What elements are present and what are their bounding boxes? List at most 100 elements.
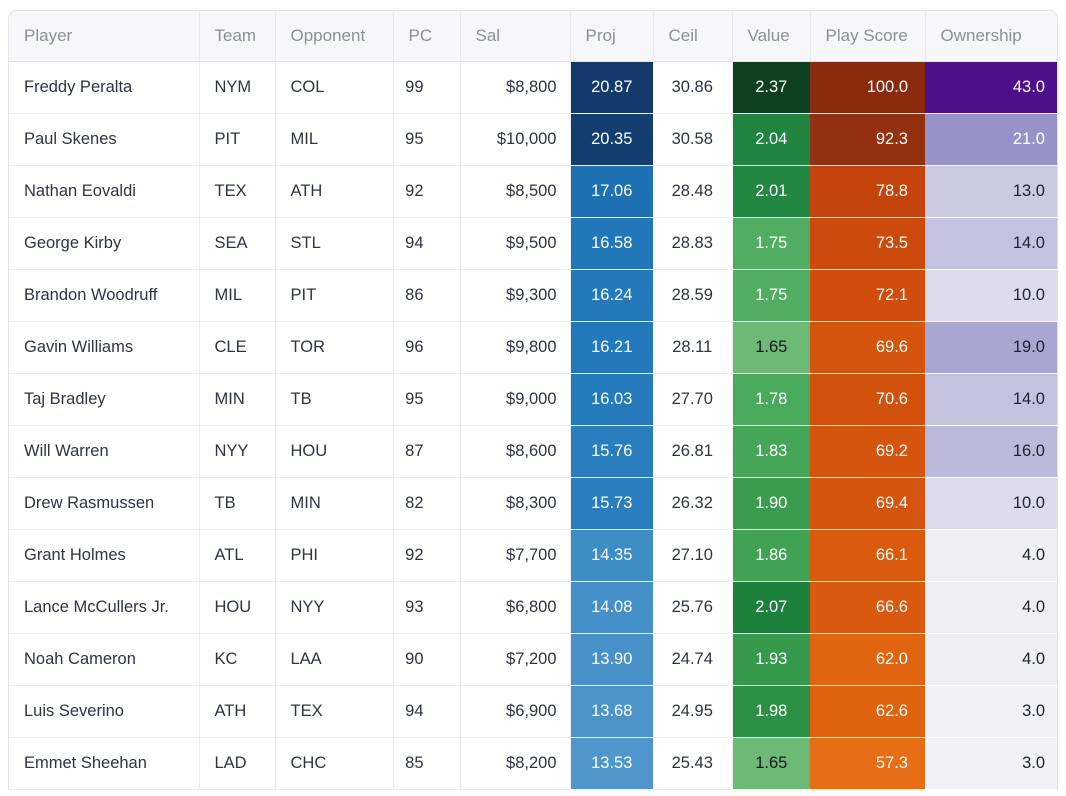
cell-value: 1.65 xyxy=(732,321,810,374)
col-header-opponent[interactable]: Opponent xyxy=(275,11,394,62)
cell-sal: $8,300 xyxy=(460,477,571,530)
cell-opponent: NYY xyxy=(275,581,394,634)
cell-ceil: 28.59 xyxy=(653,269,733,322)
cell-proj: 14.35 xyxy=(570,529,653,582)
cell-sal: $10,000 xyxy=(460,113,571,166)
cell-sal: $9,000 xyxy=(460,373,571,426)
cell-pc: 95 xyxy=(393,113,461,166)
cell-value: 2.07 xyxy=(732,581,810,634)
cell-team: SEA xyxy=(199,217,276,270)
cell-value: 1.90 xyxy=(732,477,810,530)
cell-proj: 16.24 xyxy=(570,269,653,322)
table-row[interactable]: George Kirby SEA STL 94 $9,500 16.58 28.83 1.75… xyxy=(9,217,1057,270)
col-header-pc[interactable]: PC xyxy=(393,11,461,62)
cell-ceil: 30.58 xyxy=(653,113,733,166)
cell-sal: $9,800 xyxy=(460,321,571,374)
stats-table: Player Team Opponent PC Sal Proj Ceil Value Play… xyxy=(9,11,1057,790)
cell-team: NYM xyxy=(199,61,276,114)
cell-opponent: PIT xyxy=(275,269,394,322)
cell-team: HOU xyxy=(199,581,276,634)
cell-pc: 96 xyxy=(393,321,461,374)
cell-ceil: 25.76 xyxy=(653,581,733,634)
cell-opponent: CHC xyxy=(275,737,394,790)
col-header-team[interactable]: Team xyxy=(199,11,276,62)
table-row[interactable]: Emmet Sheehan LAD CHC 85 $8,200 13.53 25.43 1.6… xyxy=(9,737,1057,790)
cell-team: CLE xyxy=(199,321,276,374)
col-header-proj[interactable]: Proj xyxy=(570,11,654,62)
cell-value: 2.01 xyxy=(732,165,810,218)
cell-pc: 92 xyxy=(393,165,461,218)
cell-proj: 16.03 xyxy=(570,373,653,426)
col-header-sal[interactable]: Sal xyxy=(460,11,571,62)
cell-play_score: 73.5 xyxy=(810,217,925,270)
table-row[interactable]: Paul Skenes PIT MIL 95 $10,000 20.35 30.58 2.04… xyxy=(9,113,1057,166)
cell-play_score: 70.6 xyxy=(810,373,925,426)
cell-opponent: STL xyxy=(275,217,394,270)
cell-team: MIL xyxy=(199,269,276,322)
cell-play_score: 78.8 xyxy=(810,165,925,218)
cell-sal: $9,300 xyxy=(460,269,571,322)
cell-player: Grant Holmes xyxy=(9,529,200,582)
cell-ceil: 26.81 xyxy=(653,425,733,478)
col-header-player[interactable]: Player xyxy=(9,11,200,62)
cell-ownership: 3.0 xyxy=(925,737,1057,790)
table-row[interactable]: Will Warren NYY HOU 87 $8,600 15.76 26.81 1.83 6… xyxy=(9,425,1057,478)
cell-team: PIT xyxy=(199,113,276,166)
cell-ceil: 28.83 xyxy=(653,217,733,270)
table-row[interactable]: Noah Cameron KC LAA 90 $7,200 13.90 24.74 1.93 6… xyxy=(9,633,1057,686)
cell-team: TEX xyxy=(199,165,276,218)
cell-pc: 94 xyxy=(393,685,461,738)
col-header-value[interactable]: Value xyxy=(732,11,811,62)
col-header-play_score[interactable]: Play Score xyxy=(810,11,926,62)
cell-value: 2.37 xyxy=(732,61,810,114)
cell-player: Will Warren xyxy=(9,425,200,478)
cell-team: ATH xyxy=(199,685,276,738)
col-header-ownership[interactable]: Ownership xyxy=(925,11,1057,62)
cell-play_score: 69.2 xyxy=(810,425,925,478)
table-row[interactable]: Gavin Williams CLE TOR 96 $9,800 16.21 28.11 1.… xyxy=(9,321,1057,374)
cell-ceil: 30.86 xyxy=(653,61,733,114)
player-projections-table-container: Player Team Opponent PC Sal Proj Ceil Value Play… xyxy=(8,10,1058,790)
table-row[interactable]: Lance McCullers Jr. HOU NYY 93 $6,800 14.08 25… xyxy=(9,581,1057,634)
cell-player: Drew Rasmussen xyxy=(9,477,200,530)
cell-pc: 93 xyxy=(393,581,461,634)
table-row[interactable]: Nathan Eovaldi TEX ATH 92 $8,500 17.06 28.48 2.… xyxy=(9,165,1057,218)
cell-value: 1.75 xyxy=(732,217,810,270)
cell-player: Paul Skenes xyxy=(9,113,200,166)
cell-proj: 17.06 xyxy=(570,165,653,218)
cell-ceil: 27.10 xyxy=(653,529,733,582)
cell-pc: 95 xyxy=(393,373,461,426)
cell-proj: 15.76 xyxy=(570,425,653,478)
cell-pc: 82 xyxy=(393,477,461,530)
cell-opponent: MIL xyxy=(275,113,394,166)
col-header-ceil[interactable]: Ceil xyxy=(653,11,733,62)
cell-team: NYY xyxy=(199,425,276,478)
table-row[interactable]: Grant Holmes ATL PHI 92 $7,700 14.35 27.10 1.86… xyxy=(9,529,1057,582)
cell-ownership: 21.0 xyxy=(925,113,1057,166)
cell-value: 1.83 xyxy=(732,425,810,478)
cell-ownership: 14.0 xyxy=(925,373,1057,426)
table-row[interactable]: Drew Rasmussen TB MIN 82 $8,300 15.73 26.32 1.9… xyxy=(9,477,1057,530)
cell-play_score: 72.1 xyxy=(810,269,925,322)
cell-sal: $7,200 xyxy=(460,633,571,686)
cell-pc: 85 xyxy=(393,737,461,790)
cell-opponent: TOR xyxy=(275,321,394,374)
table-body: Freddy Peralta NYM COL 99 $8,800 20.87 30.86 2.… xyxy=(9,61,1057,790)
table-row[interactable]: Taj Bradley MIN TB 95 $9,000 16.03 27.70 1.78 70… xyxy=(9,373,1057,426)
cell-value: 1.86 xyxy=(732,529,810,582)
cell-opponent: TEX xyxy=(275,685,394,738)
cell-pc: 92 xyxy=(393,529,461,582)
cell-pc: 87 xyxy=(393,425,461,478)
cell-ceil: 26.32 xyxy=(653,477,733,530)
table-row[interactable]: Brandon Woodruff MIL PIT 86 $9,300 16.24 28.59… xyxy=(9,269,1057,322)
cell-sal: $8,500 xyxy=(460,165,571,218)
cell-ceil: 27.70 xyxy=(653,373,733,426)
table-row[interactable]: Luis Severino ATH TEX 94 $6,900 13.68 24.95 1.9… xyxy=(9,685,1057,738)
cell-pc: 94 xyxy=(393,217,461,270)
cell-team: MIN xyxy=(199,373,276,426)
cell-ownership: 13.0 xyxy=(925,165,1057,218)
cell-ceil: 24.74 xyxy=(653,633,733,686)
cell-proj: 16.21 xyxy=(570,321,653,374)
cell-play_score: 100.0 xyxy=(810,61,925,114)
table-row[interactable]: Freddy Peralta NYM COL 99 $8,800 20.87 30.86 2.… xyxy=(9,61,1057,114)
